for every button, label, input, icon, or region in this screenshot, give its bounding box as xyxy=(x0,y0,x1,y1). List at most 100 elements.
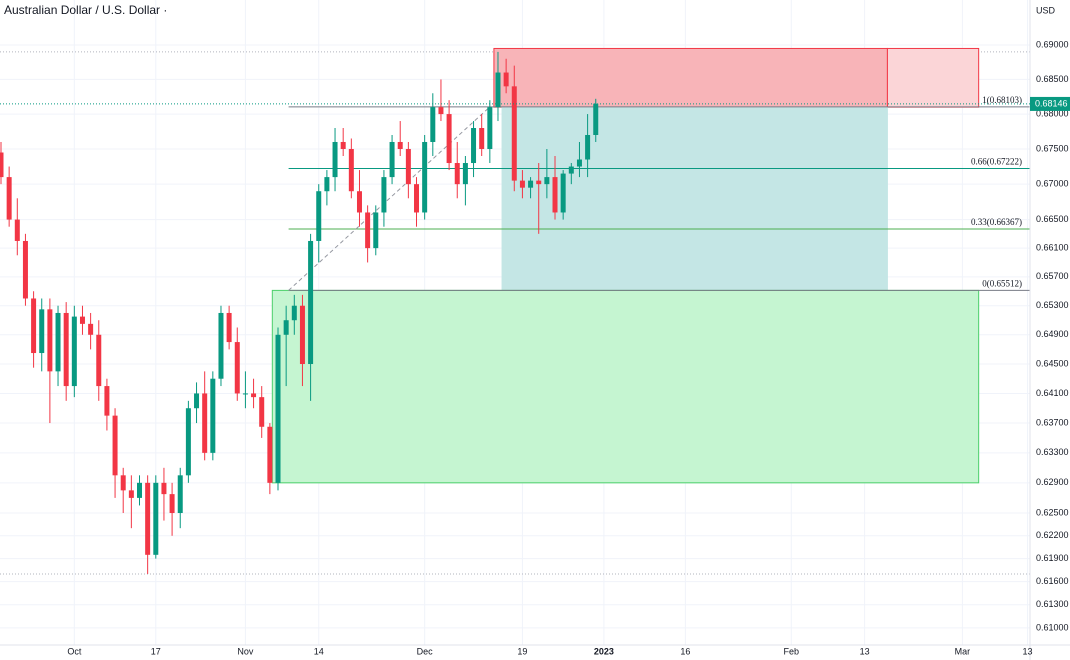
candle-body xyxy=(120,475,126,491)
x-tick-label: Dec xyxy=(417,646,434,656)
candle-body xyxy=(356,191,362,213)
candle-body xyxy=(511,86,517,181)
candle-body xyxy=(137,482,143,498)
x-tick-label: 2023 xyxy=(594,646,614,656)
fib-trend-line xyxy=(288,106,491,291)
x-tick-label: 13 xyxy=(860,646,870,656)
y-tick-label: 0.63300 xyxy=(1036,447,1069,457)
y-tick-label: 0.66500 xyxy=(1036,214,1069,224)
y-tick-label: 0.68500 xyxy=(1036,74,1069,84)
y-tick-label: 0.67000 xyxy=(1036,179,1069,189)
candle-body xyxy=(503,72,509,87)
candle-body xyxy=(153,482,159,555)
y-tick-label: 0.61300 xyxy=(1036,599,1069,609)
candle-body xyxy=(128,490,134,498)
candle-body xyxy=(324,177,330,192)
candle-body xyxy=(348,148,354,192)
candle-body xyxy=(226,312,232,343)
candle-body xyxy=(593,103,599,135)
x-tick-label: 17 xyxy=(151,646,161,656)
candle-body xyxy=(414,184,420,213)
y-tick-label: 0.67500 xyxy=(1036,143,1069,153)
candle-body xyxy=(340,141,346,149)
candle-body xyxy=(169,494,175,514)
candle-body xyxy=(552,177,558,213)
candle-body xyxy=(275,334,281,483)
candle-body xyxy=(112,415,118,476)
candle-body xyxy=(55,312,61,372)
candle-body xyxy=(519,180,525,188)
candles xyxy=(0,51,599,574)
candle-body xyxy=(210,378,216,453)
x-tick-label: Nov xyxy=(237,646,254,656)
last-price-tag xyxy=(1030,96,1070,111)
candle-body xyxy=(177,475,183,514)
candle-body xyxy=(283,320,289,335)
y-tick-label: 0.64500 xyxy=(1036,358,1069,368)
y-tick-label: 0.68000 xyxy=(1036,108,1069,118)
candle-body xyxy=(88,323,94,335)
x-tick-label: 14 xyxy=(314,646,324,656)
candle-body xyxy=(544,177,550,185)
candle-body xyxy=(462,163,468,185)
candle-body xyxy=(585,134,591,160)
candle-body xyxy=(242,393,248,395)
position-zone xyxy=(501,106,888,291)
last-price-label: 0.68146 xyxy=(1035,98,1068,108)
axis-unit: USD xyxy=(1036,5,1056,15)
candle-body xyxy=(291,305,297,321)
y-tick-label: 0.61000 xyxy=(1036,622,1069,632)
x-tick-label: 13 xyxy=(1023,646,1033,656)
candle-body xyxy=(365,212,371,249)
candle-body xyxy=(430,107,436,142)
candle-body xyxy=(185,408,191,476)
candle-body xyxy=(454,163,460,185)
y-tick-label: 0.62900 xyxy=(1036,477,1069,487)
y-tick-label: 0.69000 xyxy=(1036,39,1069,49)
candle-body xyxy=(405,148,411,185)
y-tick-label: 0.66100 xyxy=(1036,242,1069,252)
candle-body xyxy=(194,393,200,409)
candle-body xyxy=(161,482,167,495)
candle-body xyxy=(576,159,582,167)
y-tick-label: 0.65700 xyxy=(1036,271,1069,281)
candle-body xyxy=(47,309,53,372)
candle-body xyxy=(308,240,314,365)
fib: 1(0.68103) 0.66(0.67222) 0.33(0.66367) 0(0.… xyxy=(288,95,1030,291)
x-tick-label: 19 xyxy=(517,646,527,656)
fib-label: 0(0.65512) xyxy=(982,278,1022,288)
y-tick-label: 0.61600 xyxy=(1036,576,1069,586)
y-tick-label: 0.64100 xyxy=(1036,388,1069,398)
candle-body xyxy=(96,334,102,387)
candle-body xyxy=(316,191,322,241)
zones xyxy=(271,47,980,484)
x-tick-label: Oct xyxy=(67,646,82,656)
candle-body xyxy=(332,141,338,178)
candle-body xyxy=(79,316,85,324)
candle-body xyxy=(39,309,45,354)
candle-body xyxy=(446,114,452,164)
candle-body xyxy=(31,298,37,354)
candle-body xyxy=(267,426,273,483)
candle-body xyxy=(422,141,428,213)
candle-body xyxy=(487,107,493,149)
y-tick-label: 0.62200 xyxy=(1036,530,1069,540)
chart-title: Australian Dollar / U.S. Dollar · xyxy=(4,3,167,17)
candle-body xyxy=(381,177,387,213)
candle-body xyxy=(479,128,485,149)
y-tick-label: 0.64900 xyxy=(1036,329,1069,339)
candle-body xyxy=(299,305,305,365)
fib-label: 0.66(0.67222) xyxy=(971,157,1022,167)
candle-body xyxy=(6,177,12,220)
position-zone xyxy=(493,47,888,108)
candle-body xyxy=(471,128,477,164)
candle-body xyxy=(71,316,77,387)
y-tick-label: 0.61900 xyxy=(1036,553,1069,563)
candle-body xyxy=(568,166,574,174)
x-tick-label: Feb xyxy=(784,646,800,656)
candle-body xyxy=(495,72,501,108)
candle-body xyxy=(14,219,20,241)
candle-body xyxy=(438,107,444,115)
fib-label: 0.33(0.66367) xyxy=(971,217,1022,227)
